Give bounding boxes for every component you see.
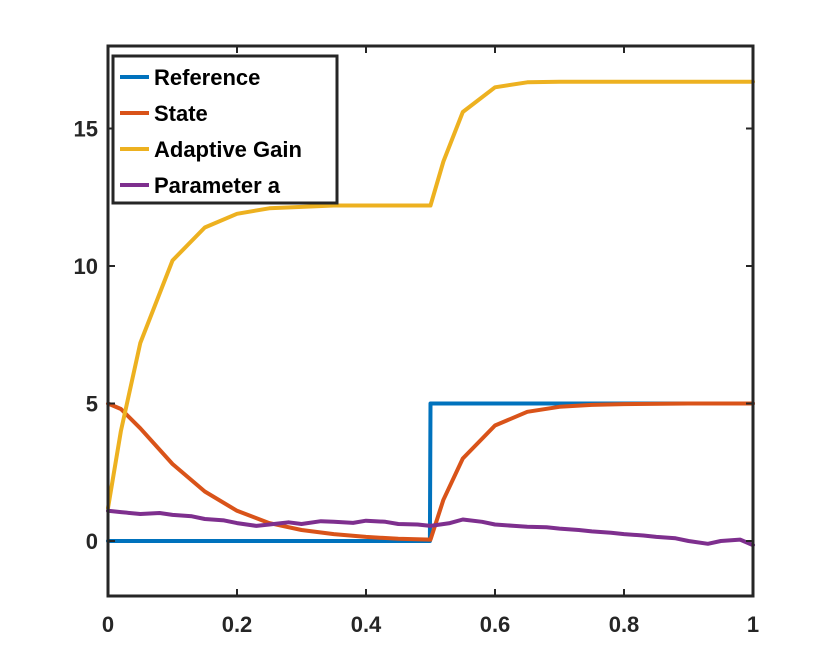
x-tick-label: 0.4 <box>351 612 382 637</box>
series-line-parameter-a <box>106 508 755 548</box>
legend-box <box>111 54 339 205</box>
x-tick-label: 0 <box>102 612 114 637</box>
legend-label-parameter-a: Parameter a <box>154 173 281 198</box>
x-tick-label: 0.8 <box>609 612 640 637</box>
legend-label-state: State <box>154 101 208 126</box>
x-tick-label: 0.6 <box>480 612 511 637</box>
x-tick-label: 0.2 <box>222 612 253 637</box>
series-line-state <box>106 401 755 542</box>
y-tick-label: 5 <box>86 392 98 417</box>
x-tick-label: 1 <box>747 612 759 637</box>
axes-box <box>106 44 755 598</box>
y-tick-label: 15 <box>74 117 98 142</box>
series-layer <box>106 79 755 548</box>
legend-label-adaptive-gain: Adaptive Gain <box>154 137 302 162</box>
y-tick-label: 10 <box>74 254 98 279</box>
series-line-adaptive-gain <box>106 79 755 510</box>
y-tick-label: 0 <box>86 529 98 554</box>
legend: Reference State Adaptive Gain Parameter a <box>111 54 339 205</box>
legend-label-reference: Reference <box>154 65 260 90</box>
